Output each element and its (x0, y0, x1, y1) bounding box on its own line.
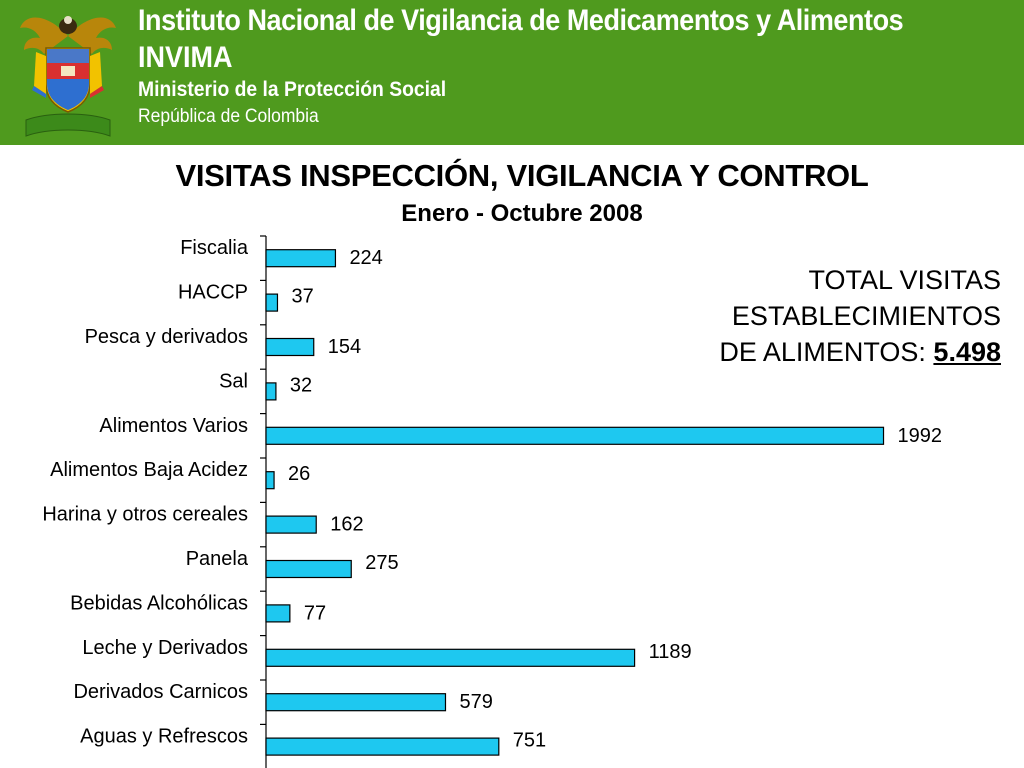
data-label: 275 (365, 552, 398, 574)
category-label: Aguas y Refrescos (80, 726, 248, 748)
bar (265, 426, 885, 445)
data-label: 1992 (898, 425, 943, 447)
bar (265, 559, 352, 579)
chart-subtitle: Enero - Octubre 2008 (401, 200, 643, 227)
category-label: Panela (186, 548, 249, 570)
summary-line-2: ESTABLECIMIENTOS (731, 301, 1001, 331)
data-label: 751 (513, 730, 546, 752)
data-label: 162 (330, 514, 363, 536)
total-visits-summary: TOTAL VISITAS ESTABLECIMIENTOS DE ALIMEN… (581, 262, 1001, 370)
category-label: Leche y Derivados (82, 637, 248, 659)
category-label: Sal (219, 370, 248, 392)
bar (265, 382, 277, 401)
bar (265, 604, 291, 623)
republic-name: República de Colombia (138, 106, 319, 127)
bar (265, 249, 337, 268)
bar (265, 648, 636, 667)
data-label: 1189 (649, 641, 692, 663)
ministry-name: Ministerio de la Protección Social (138, 78, 447, 101)
institute-name: Instituto Nacional de Vigilancia de Medi… (138, 4, 904, 37)
bar (265, 515, 317, 534)
summary-line-3-prefix: DE ALIMENTOS: (719, 337, 926, 367)
category-label: HACCP (178, 282, 248, 304)
category-label: Bebidas Alcohólicas (70, 592, 248, 614)
coat-of-arms-logo (20, 16, 116, 137)
category-label: Harina y otros cereales (42, 504, 248, 526)
data-label: 154 (328, 336, 361, 358)
data-label: 224 (349, 247, 382, 269)
data-label: 77 (304, 602, 326, 624)
summary-line-1: TOTAL VISITAS (808, 265, 1001, 295)
category-label: Alimentos Baja Acidez (50, 459, 248, 481)
data-label: 26 (288, 463, 310, 485)
category-label: Pesca y derivados (85, 326, 248, 348)
category-label: Derivados Carnicos (73, 681, 248, 703)
data-label: 579 (459, 691, 492, 713)
summary-total-value: 5.498 (933, 337, 1001, 367)
category-label: Alimentos Varios (99, 415, 248, 437)
bar (265, 293, 279, 312)
bar (265, 693, 447, 712)
chart-title: VISITAS INSPECCIÓN, VIGILANCIA Y CONTROL (175, 158, 869, 193)
bar (265, 471, 275, 490)
data-label: 32 (290, 374, 312, 396)
data-label: 37 (291, 286, 313, 308)
bar (265, 337, 315, 357)
bar (265, 737, 500, 756)
institute-abbreviation: INVIMA (138, 41, 233, 74)
header-banner: Instituto Nacional de Vigilancia de Medi… (0, 0, 1024, 145)
summary-line-3: DE ALIMENTOS: 5.498 (581, 334, 1001, 370)
category-label: Fiscalia (180, 237, 249, 259)
